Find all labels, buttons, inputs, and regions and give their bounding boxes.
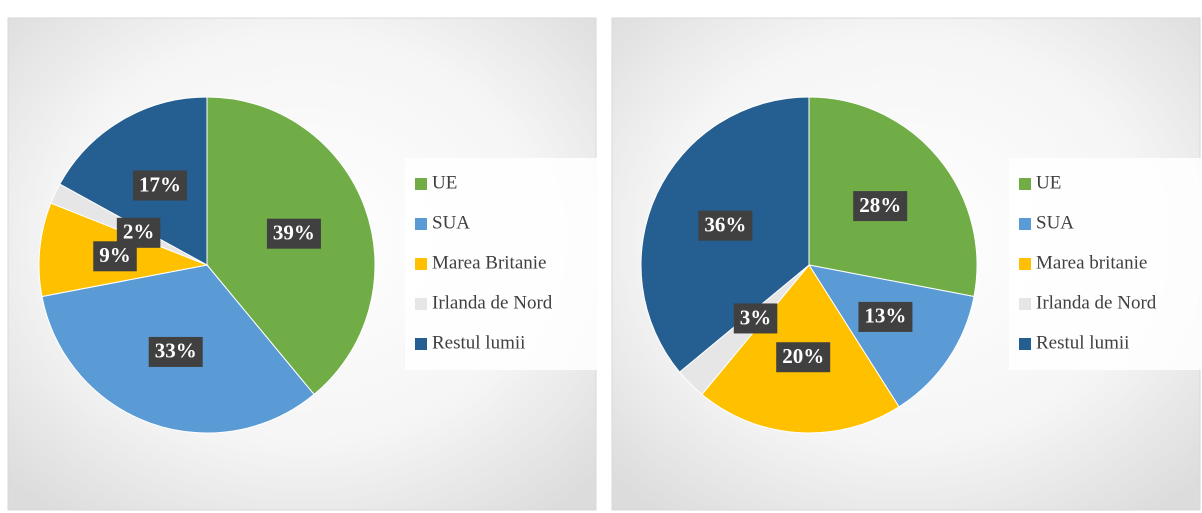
legend-swatch [1019,218,1031,230]
data-label-text: 36% [704,212,746,236]
data-label-text: 39% [273,221,315,245]
data-label-box [116,217,161,248]
legend-box [1009,158,1201,370]
legend-swatch [415,338,427,350]
legend-swatch [415,298,427,310]
legend-label: Irlanda de Nord [432,292,553,313]
data-label-box [733,303,778,334]
data-label-text: 2% [123,220,155,244]
legend-label: Restul lumii [432,332,525,353]
data-label: 39% [266,218,321,249]
legend-swatch [415,178,427,190]
data-label-box [148,336,203,367]
data-label: 3% [733,303,778,334]
legend-swatch [1019,178,1031,190]
data-label-box [858,301,913,332]
legend-label: Marea britanie [1036,252,1147,273]
legend-label: UE [432,172,457,193]
data-label: 20% [776,342,831,373]
data-label-text: 33% [155,339,197,363]
legend-box [405,158,597,370]
data-label-box [132,170,187,201]
data-label-box [853,191,908,222]
data-label: 2% [116,217,161,248]
legend-swatch [1019,258,1031,270]
data-label-text: 13% [864,304,906,328]
data-label-text: 3% [740,305,772,329]
data-label-text: 17% [139,172,181,196]
pie-slice [807,264,975,408]
legend-swatch [1019,298,1031,310]
legend-label: Irlanda de Nord [1036,292,1157,313]
data-label-text: 20% [782,344,824,368]
data-label-text: 28% [859,193,901,217]
legend-label: SUA [432,212,470,233]
data-label-box [776,342,831,373]
legend-swatch [415,258,427,270]
data-label-box [698,210,753,241]
data-label: 17% [132,170,187,201]
legend-swatch [415,218,427,230]
legend-label: Restul lumii [1036,332,1129,353]
legend-label: UE [1036,172,1061,193]
data-label: 36% [698,210,753,241]
data-label: 13% [858,301,913,332]
data-label-box [266,218,321,249]
data-label: 33% [148,336,203,367]
legend-swatch [1019,338,1031,350]
legend-label: Marea Britanie [432,252,546,273]
data-label: 28% [853,191,908,222]
legend-label: SUA [1036,212,1074,233]
